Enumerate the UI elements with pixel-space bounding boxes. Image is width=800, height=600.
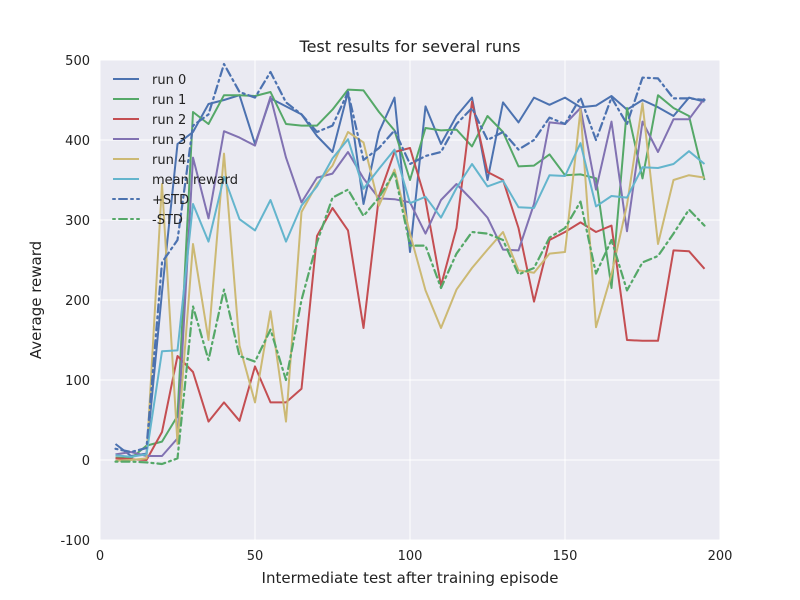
legend-label: +STD [152,193,189,208]
x-axis-label: Intermediate test after training episode [262,569,559,587]
x-tick-label: 50 [247,549,264,564]
series-line-run-2 [115,100,706,461]
series-line--std [114,62,706,454]
series-layer [114,62,706,466]
y-axis-label: Average reward [27,241,45,359]
x-tick-label: 0 [96,549,104,564]
legend-label: run 1 [152,93,186,108]
y-tick-label: 100 [65,374,90,389]
legend-label: run 4 [152,153,186,168]
x-tick-label: 200 [708,549,733,564]
legend: run 0 run 1 run 2 run 3 run 4 mean reward +STD… [112,73,238,228]
y-tick-label: 200 [65,294,90,309]
y-tick-label: 0 [82,454,90,469]
y-tick-label: -100 [60,534,90,549]
chart-title: Test results for several runs [299,37,521,56]
legend-label: run 3 [152,133,186,148]
legend-label: -STD [152,213,183,228]
y-tick-label: 500 [65,54,90,69]
y-tick-label: 400 [65,134,90,149]
y-tick-label: 300 [65,214,90,229]
series-line-run-1 [115,88,706,460]
legend-label: run 2 [152,113,186,128]
legend-label: run 0 [152,73,186,88]
tick-labels: 0 50 100 150 200 -100 0 100 200 300 400 500 [60,54,732,564]
x-tick-label: 150 [553,549,578,564]
series-line-run-0 [114,91,705,457]
series-line-mean-reward [115,138,706,458]
series-line-run-4 [115,102,705,462]
legend-label: mean reward [152,173,238,188]
series-line--std [114,170,706,466]
x-tick-label: 100 [398,549,423,564]
